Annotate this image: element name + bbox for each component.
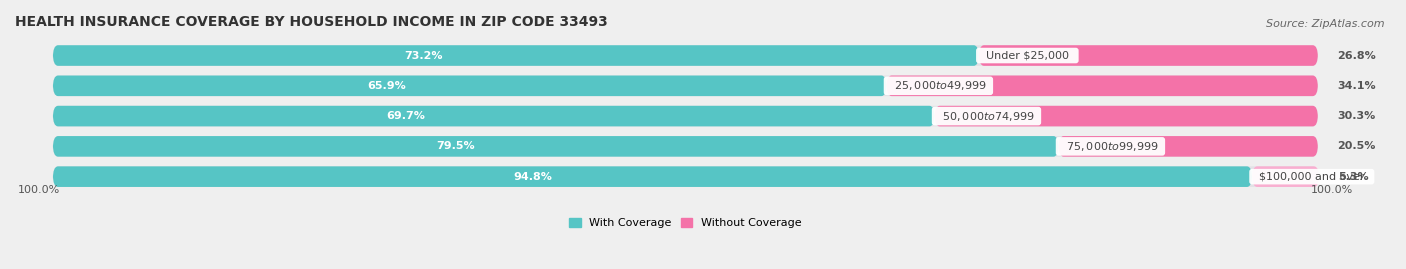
FancyBboxPatch shape bbox=[1059, 136, 1317, 157]
Text: 100.0%: 100.0% bbox=[17, 185, 60, 195]
Legend: With Coverage, Without Coverage: With Coverage, Without Coverage bbox=[569, 218, 801, 228]
FancyBboxPatch shape bbox=[53, 45, 979, 66]
Text: Source: ZipAtlas.com: Source: ZipAtlas.com bbox=[1267, 19, 1385, 29]
Text: $75,000 to $99,999: $75,000 to $99,999 bbox=[1059, 140, 1163, 153]
FancyBboxPatch shape bbox=[53, 136, 1317, 157]
Text: 26.8%: 26.8% bbox=[1337, 51, 1375, 61]
Text: HEALTH INSURANCE COVERAGE BY HOUSEHOLD INCOME IN ZIP CODE 33493: HEALTH INSURANCE COVERAGE BY HOUSEHOLD I… bbox=[15, 15, 607, 29]
Text: 79.5%: 79.5% bbox=[436, 141, 474, 151]
FancyBboxPatch shape bbox=[53, 166, 1253, 187]
Text: 73.2%: 73.2% bbox=[404, 51, 443, 61]
Text: Under $25,000: Under $25,000 bbox=[979, 51, 1076, 61]
FancyBboxPatch shape bbox=[1253, 166, 1319, 187]
Text: 30.3%: 30.3% bbox=[1337, 111, 1375, 121]
FancyBboxPatch shape bbox=[979, 45, 1317, 66]
Text: 94.8%: 94.8% bbox=[513, 172, 553, 182]
Text: 5.3%: 5.3% bbox=[1339, 172, 1368, 182]
Text: 69.7%: 69.7% bbox=[387, 111, 425, 121]
FancyBboxPatch shape bbox=[53, 106, 1317, 126]
FancyBboxPatch shape bbox=[53, 166, 1317, 187]
Text: $100,000 and over: $100,000 and over bbox=[1253, 172, 1372, 182]
Text: $25,000 to $49,999: $25,000 to $49,999 bbox=[887, 79, 990, 92]
FancyBboxPatch shape bbox=[53, 45, 1317, 66]
FancyBboxPatch shape bbox=[887, 76, 1317, 96]
Text: 34.1%: 34.1% bbox=[1337, 81, 1375, 91]
Text: 100.0%: 100.0% bbox=[1310, 185, 1353, 195]
FancyBboxPatch shape bbox=[53, 76, 1317, 96]
FancyBboxPatch shape bbox=[935, 106, 1317, 126]
FancyBboxPatch shape bbox=[53, 76, 887, 96]
Text: 20.5%: 20.5% bbox=[1337, 141, 1375, 151]
Text: 65.9%: 65.9% bbox=[367, 81, 406, 91]
FancyBboxPatch shape bbox=[53, 106, 935, 126]
FancyBboxPatch shape bbox=[53, 136, 1059, 157]
Text: $50,000 to $74,999: $50,000 to $74,999 bbox=[935, 109, 1039, 123]
